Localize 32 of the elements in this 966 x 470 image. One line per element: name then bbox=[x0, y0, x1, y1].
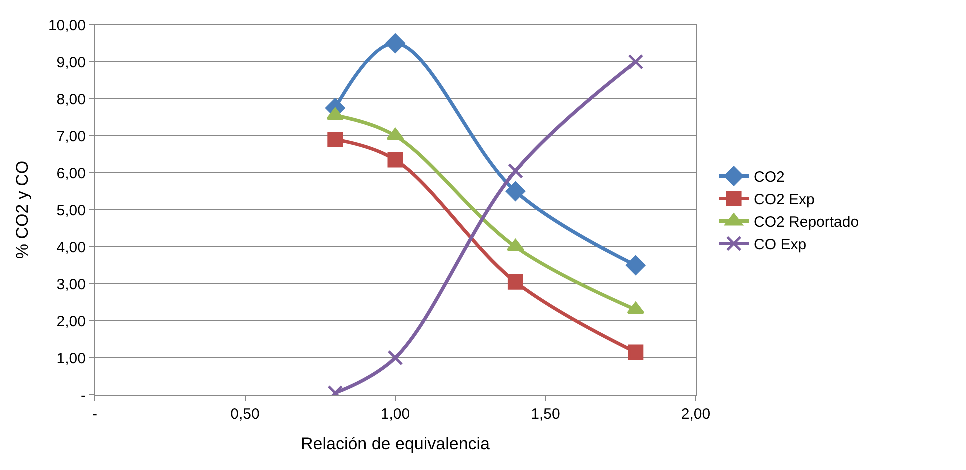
point bbox=[508, 163, 524, 179]
y-tick-label: 4,00 bbox=[56, 239, 86, 256]
point bbox=[388, 350, 404, 366]
x-tick-label: - bbox=[92, 406, 98, 423]
y-tick-label: - bbox=[81, 387, 86, 404]
legend-label: CO2 bbox=[754, 169, 785, 186]
point bbox=[628, 344, 644, 360]
legend-label: CO Exp bbox=[754, 236, 807, 254]
point bbox=[506, 182, 526, 202]
point bbox=[626, 256, 646, 276]
x-tick-label: 1,50 bbox=[531, 406, 560, 423]
y-tick-label: 10,00 bbox=[48, 17, 86, 34]
y-tick-label: 7,00 bbox=[56, 128, 86, 146]
y-tick-label: 1,00 bbox=[56, 350, 86, 368]
y-tick-label: 3,00 bbox=[56, 276, 86, 294]
y-tick-label: 2,00 bbox=[56, 313, 86, 330]
legend-label: CO2 Reportado bbox=[754, 214, 860, 232]
legend-label: CO2 Exp bbox=[754, 192, 815, 209]
y-tick-label: 9,00 bbox=[56, 54, 86, 72]
x-tick-label: 1,00 bbox=[380, 406, 410, 423]
point bbox=[628, 54, 644, 70]
point bbox=[386, 34, 406, 54]
x-axis-title: Relación de equivalencia bbox=[300, 434, 491, 454]
y-tick-label: 5,00 bbox=[56, 202, 86, 220]
point bbox=[508, 274, 524, 290]
point bbox=[388, 152, 404, 168]
y-tick-label: 6,00 bbox=[56, 165, 86, 182]
x-tick-label: 0,50 bbox=[230, 406, 260, 423]
y-tick-label: 8,00 bbox=[56, 91, 86, 108]
point bbox=[328, 132, 344, 148]
x-tick-label: 2,00 bbox=[681, 406, 711, 423]
y-axis-title: % CO2 y CO bbox=[13, 160, 32, 260]
